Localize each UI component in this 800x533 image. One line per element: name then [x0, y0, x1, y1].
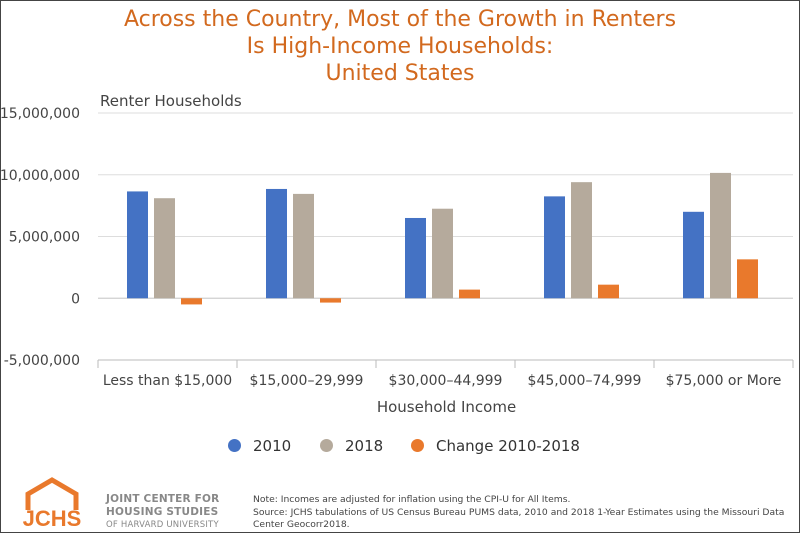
- y-axis-label: Renter Households: [100, 92, 242, 110]
- x-axis-label: Household Income: [376, 398, 517, 416]
- source-note: Note: Incomes are adjusted for inflation…: [253, 494, 798, 532]
- legend-label-change: Change 2010-2018: [436, 437, 580, 455]
- bar-change-2010-2018: [320, 298, 341, 303]
- x-tick-label: $30,000–44,999: [389, 373, 503, 389]
- bar-2018: [432, 208, 453, 299]
- bar-change-2010-2018: [181, 298, 202, 305]
- org-line-3: OF HARVARD UNIVERSITY: [106, 520, 219, 530]
- legend-swatch-2010: [228, 439, 241, 452]
- legend-label-2010: 2010: [253, 437, 292, 455]
- jchs-logo: JCHS: [23, 477, 82, 528]
- org-line-1: JOINT CENTER FOR: [106, 493, 220, 505]
- note-line-3: Center Geocorr2018.: [253, 519, 350, 530]
- chart-title-line-2: Is High-Income Households:: [246, 34, 554, 59]
- bar-change-2010-2018: [598, 284, 619, 299]
- bar-change-2010-2018: [737, 259, 758, 299]
- bar-2018: [154, 198, 175, 299]
- chart-title-line-3: United States: [325, 61, 475, 86]
- legend-swatch-2018: [320, 439, 333, 452]
- x-tick-label: Less than $15,000: [103, 373, 232, 389]
- note-line-2: Source: JCHS tabulations of US Census Bu…: [253, 506, 785, 518]
- legend-item-2010: 2010: [228, 437, 291, 455]
- bar-change-2010-2018: [459, 289, 480, 299]
- bar-2010: [127, 191, 148, 299]
- bar-2010: [544, 196, 565, 299]
- house-outline-icon: [25, 477, 79, 510]
- bar-2010: [405, 217, 426, 299]
- logo-text: JCHS: [23, 506, 82, 528]
- bar-2010: [266, 188, 287, 299]
- y-tick-label: 0: [71, 291, 80, 307]
- legend-label-2018: 2018: [345, 437, 384, 455]
- note-line-1: Note: Incomes are adjusted for inflation…: [253, 494, 571, 505]
- bar-2018: [293, 193, 314, 299]
- y-tick-label: 5,000,000: [9, 230, 80, 246]
- org-line-2: HOUSING STUDIES: [106, 506, 219, 518]
- chart-title-line-1: Across the Country, Most of the Growth i…: [123, 7, 677, 32]
- legend: 2010 2018 Change 2010-2018: [0, 437, 800, 459]
- org-name: JOINT CENTER FOR HOUSING STUDIES OF HARV…: [106, 493, 219, 532]
- bar-2018: [571, 182, 592, 299]
- x-tick-label: $15,000–29,999: [250, 373, 364, 389]
- legend-swatch-change: [411, 439, 424, 452]
- legend-item-2018: 2018: [320, 437, 383, 455]
- chart-title: Across the Country, Most of the Growth i…: [0, 6, 800, 87]
- y-tick-label: -5,000,000: [4, 353, 80, 369]
- bar-2010: [683, 211, 704, 299]
- x-tick-label: $75,000 or More: [666, 373, 782, 389]
- y-tick-label: 15,000,000: [0, 106, 80, 122]
- y-tick-label: 10,000,000: [0, 168, 80, 184]
- legend-item-change: Change 2010-2018: [411, 437, 580, 455]
- x-tick-label: $45,000–74,999: [528, 373, 642, 389]
- bar-2018: [710, 172, 731, 299]
